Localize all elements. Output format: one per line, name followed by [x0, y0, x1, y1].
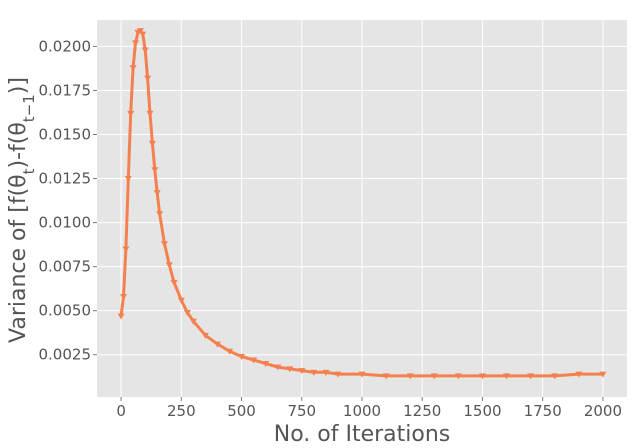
x-axis-ticks: 0 250 500 750 1000 1250 1500 1750 2000	[116, 397, 622, 420]
data-point	[250, 357, 258, 364]
y-tick-label: 0.0050	[39, 302, 92, 320]
data-point	[124, 176, 132, 183]
data-point	[334, 371, 342, 378]
x-axis-title: No. of Iterations	[274, 422, 451, 447]
data-point	[146, 110, 154, 117]
data-point	[213, 341, 221, 348]
data-point	[139, 31, 147, 38]
y-tick-label: 0.0025	[39, 346, 92, 364]
data-point	[226, 348, 233, 355]
data-point	[430, 373, 438, 380]
x-tick-label: 750	[287, 402, 316, 420]
data-point	[183, 309, 191, 316]
x-tick-label: 1000	[343, 402, 381, 420]
data-point	[274, 364, 282, 371]
data-point	[153, 190, 161, 197]
data-point	[120, 294, 127, 301]
data-point	[478, 373, 486, 380]
data-point	[358, 371, 366, 378]
data-point	[454, 373, 462, 380]
data-point	[160, 241, 168, 248]
data-point	[551, 373, 559, 380]
data-point	[527, 373, 535, 380]
x-tick-label: 250	[167, 402, 196, 420]
data-point	[117, 313, 125, 320]
data-point	[238, 353, 246, 360]
x-tick-label: 500	[227, 402, 256, 420]
y-tick-label: 0.0150	[39, 126, 92, 144]
data-point	[310, 369, 318, 376]
x-tick-label: 0	[116, 402, 126, 420]
data-point	[156, 211, 164, 218]
data-point	[141, 47, 149, 54]
data-point	[129, 65, 137, 72]
data-point	[189, 318, 197, 325]
y-axis-ticks: 0.0025 0.0050 0.0075 0.0100 0.0125 0.0150 0.01…	[39, 37, 97, 364]
data-point	[136, 28, 144, 35]
data-point	[148, 140, 156, 147]
data-point	[151, 167, 159, 174]
data-point	[406, 373, 414, 380]
data-point	[122, 246, 130, 253]
data-point	[286, 366, 294, 373]
data-point	[575, 371, 583, 378]
data-point	[165, 262, 173, 269]
y-tick-label: 0.0200	[39, 37, 92, 55]
data-point	[127, 110, 135, 117]
y-tick-label: 0.0075	[39, 258, 92, 276]
data-point	[503, 373, 511, 380]
data-point	[170, 279, 178, 286]
y-tick-label: 0.0125	[39, 170, 92, 188]
y-tick-label: 0.0100	[39, 214, 92, 232]
data-point	[177, 297, 185, 304]
data-point	[599, 371, 607, 378]
y-axis-title: Variance of [f(θt)-f(θt−1)]	[6, 77, 38, 343]
y-axis-title-subscript-2: t−1	[20, 94, 38, 122]
y-tick-label: 0.0175	[39, 81, 92, 99]
data-point	[262, 361, 270, 368]
data-point	[201, 332, 209, 339]
grid	[97, 20, 627, 397]
x-tick-label: 1500	[463, 402, 501, 420]
data-point	[382, 373, 390, 380]
y-axis-title-subscript-1: t	[20, 168, 38, 174]
data-point	[144, 75, 152, 82]
data-point	[132, 40, 140, 47]
x-tick-label: 1250	[403, 402, 441, 420]
x-tick-label: 2000	[584, 402, 622, 420]
x-tick-label: 1750	[524, 402, 562, 420]
data-point	[322, 369, 330, 376]
data-point	[298, 368, 306, 375]
series-layer	[117, 28, 607, 380]
